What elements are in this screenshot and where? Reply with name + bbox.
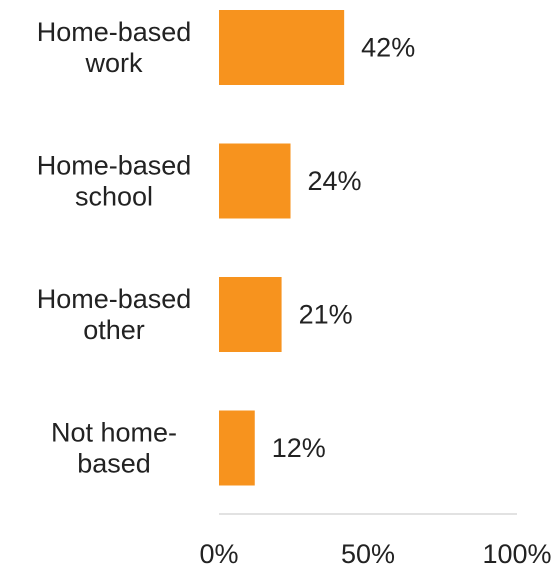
category-label-3-line-0: Not home- [51, 418, 177, 448]
value-label-1: 24% [308, 166, 362, 196]
value-label-0: 42% [361, 33, 415, 63]
value-label-2: 21% [299, 300, 353, 330]
bar-0 [219, 10, 345, 85]
category-label-2-line-1: other [83, 315, 145, 345]
category-label-3: Not home-based [51, 418, 177, 479]
category-label-0: Home-based work [37, 17, 192, 78]
x-tick-label-0: 0% [199, 539, 238, 566]
category-label-1-line-0: Home-based [37, 151, 192, 181]
category-label-1-line-1: school [75, 182, 153, 212]
x-axis: 0% 50% 100% [199, 513, 552, 566]
category-label-2: Home-based other [37, 284, 192, 345]
category-label-0-line-0: Home-based [37, 17, 192, 47]
bar-2 [219, 277, 282, 352]
value-labels: 42% 24% 21% 12% [272, 33, 415, 464]
value-label-3: 12% [272, 433, 326, 463]
bar-3 [219, 410, 255, 486]
x-tick-label-1: 50% [341, 539, 395, 566]
category-label-1: Home-based school [37, 151, 192, 212]
x-tick-label-2: 100% [482, 539, 551, 566]
category-label-0-line-1: work [84, 48, 143, 78]
category-label-2-line-0: Home-based [37, 284, 192, 314]
category-label-3-line-1: based [77, 449, 151, 479]
bars-layer [219, 10, 345, 486]
bar-1 [219, 143, 291, 219]
